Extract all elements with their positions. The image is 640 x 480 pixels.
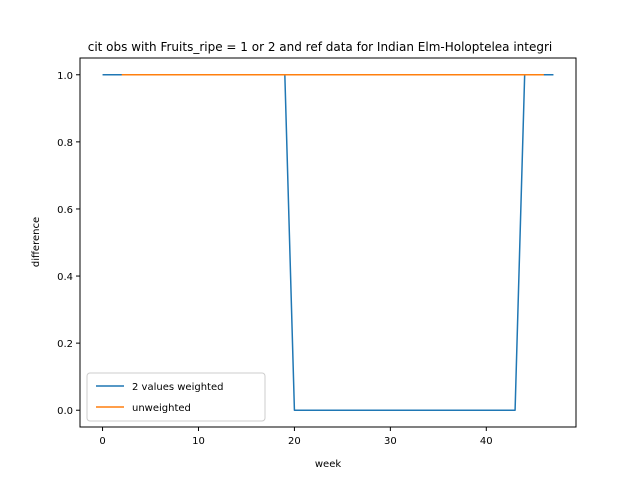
y-tick-label: 0.8 xyxy=(57,138,73,149)
plot-area xyxy=(80,58,576,427)
y-tick-label: 0.6 xyxy=(57,205,73,216)
x-tick-label: 20 xyxy=(288,436,301,447)
chart-title: cit obs with Fruits_ripe = 1 or 2 and re… xyxy=(88,40,553,54)
y-tick-label: 1.0 xyxy=(57,71,73,82)
x-axis-label: week xyxy=(315,459,341,470)
y-axis: 0.0 0.2 0.4 0.6 0.8 1.0 xyxy=(57,71,80,417)
x-tick-label: 10 xyxy=(192,436,205,447)
y-tick-label: 0.0 xyxy=(57,406,73,417)
x-axis: 0 10 20 30 40 xyxy=(99,427,493,447)
x-tick-label: 40 xyxy=(480,436,493,447)
y-axis-label: difference xyxy=(31,217,42,267)
x-tick-label: 0 xyxy=(99,436,105,447)
legend: 2 values weighted unweighted xyxy=(86,372,266,422)
legend-label-weighted: 2 values weighted xyxy=(132,382,223,393)
x-tick-label: 30 xyxy=(384,436,397,447)
y-tick-label: 0.2 xyxy=(57,339,73,350)
y-tick-label: 0.4 xyxy=(57,272,73,283)
plot-frame xyxy=(79,57,577,428)
legend-label-unweighted: unweighted xyxy=(132,403,191,414)
legend-frame xyxy=(86,372,266,422)
series-layer xyxy=(102,74,554,411)
